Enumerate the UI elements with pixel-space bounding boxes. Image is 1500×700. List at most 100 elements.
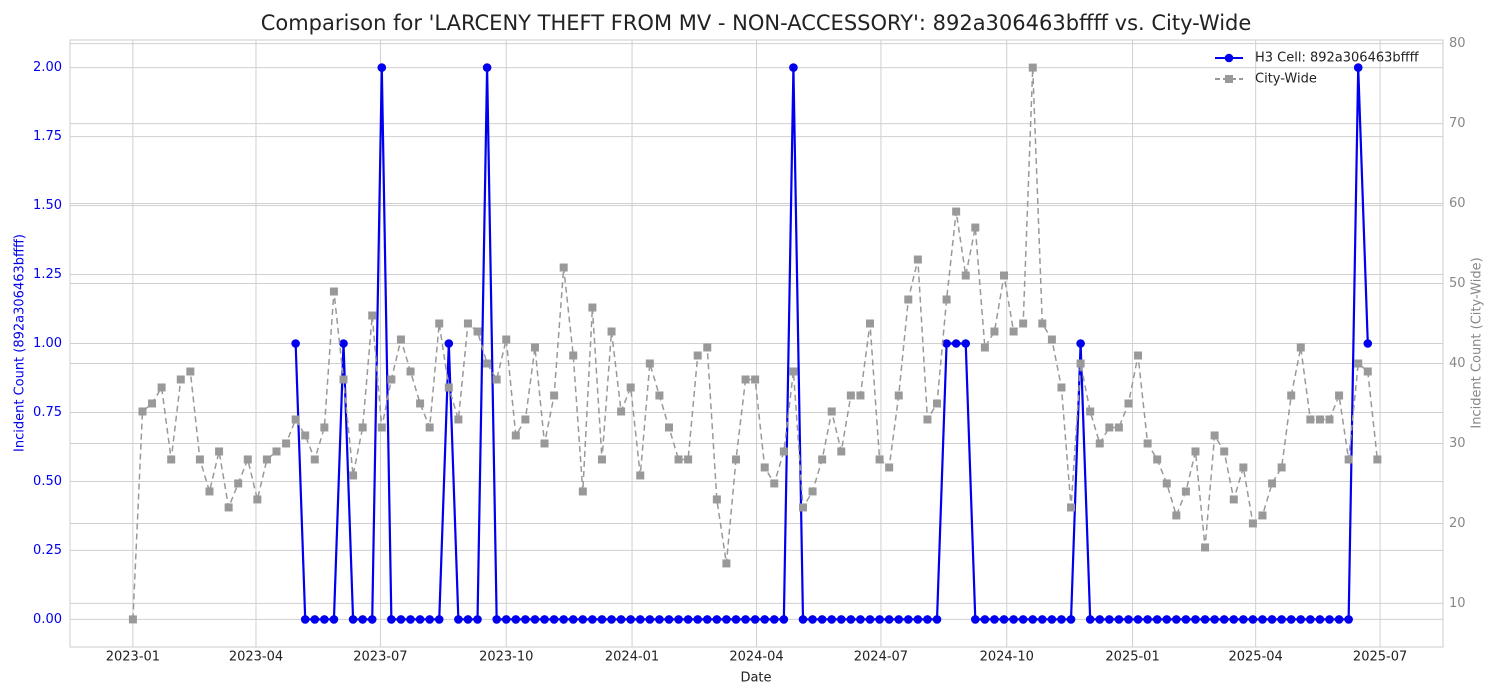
point — [712, 495, 721, 504]
point — [396, 335, 405, 344]
point — [674, 455, 683, 464]
point — [779, 447, 788, 456]
point — [913, 255, 922, 264]
point — [1086, 407, 1095, 416]
y2-tick-label: 40 — [1449, 356, 1466, 371]
point — [568, 615, 578, 624]
y-tick-label: 2.00 — [33, 60, 62, 75]
x-tick-label: 2024-10 — [980, 650, 1034, 665]
point — [358, 423, 367, 432]
point — [415, 615, 425, 624]
point — [770, 479, 779, 488]
point — [683, 615, 693, 624]
point — [167, 455, 176, 464]
point — [1267, 615, 1277, 624]
point — [1286, 615, 1296, 624]
y-tick-label: 0.75 — [33, 405, 62, 420]
point — [1277, 463, 1286, 472]
point — [1258, 511, 1267, 520]
y-tick-label: 1.00 — [33, 336, 62, 351]
point — [1057, 383, 1066, 392]
point — [836, 615, 846, 624]
point — [607, 615, 616, 624]
point — [444, 339, 454, 348]
point — [339, 375, 348, 384]
point — [559, 263, 568, 272]
x-tick-label: 2023-10 — [479, 650, 533, 665]
y2-axis-label: Incident Count (City-Wide) — [1470, 257, 1485, 428]
point — [483, 359, 492, 368]
point — [1344, 455, 1353, 464]
point — [1066, 615, 1076, 624]
point — [1229, 615, 1239, 624]
point — [904, 295, 913, 304]
point — [884, 615, 894, 624]
point — [645, 615, 655, 624]
point — [339, 339, 348, 348]
y2-tick-label: 60 — [1449, 196, 1466, 211]
point — [224, 503, 233, 512]
point — [760, 615, 770, 624]
y2-tick-label: 70 — [1449, 116, 1466, 131]
point — [903, 615, 913, 624]
legend-label: H3 Cell: 892a306463bffff — [1255, 51, 1420, 66]
point — [1018, 615, 1028, 624]
point — [1373, 455, 1382, 464]
point — [1028, 615, 1038, 624]
point — [1248, 615, 1258, 624]
point — [1153, 455, 1162, 464]
point — [511, 615, 521, 624]
point — [693, 351, 702, 360]
point — [1325, 415, 1334, 424]
point — [1124, 399, 1133, 408]
point — [425, 615, 434, 624]
point — [1258, 615, 1267, 624]
point — [1325, 615, 1334, 624]
point — [578, 487, 587, 496]
point — [368, 311, 377, 320]
point — [693, 615, 702, 624]
y2-tick-label: 30 — [1449, 436, 1466, 451]
point — [425, 423, 434, 432]
point — [492, 375, 501, 384]
point — [1114, 423, 1123, 432]
point — [664, 615, 674, 624]
point — [1143, 615, 1152, 624]
point — [377, 423, 386, 432]
point — [1344, 615, 1353, 624]
point — [1296, 343, 1305, 352]
y-tick-label: 1.25 — [33, 267, 62, 282]
point — [769, 615, 779, 624]
point — [1162, 615, 1172, 624]
point — [1219, 615, 1229, 624]
point — [310, 615, 320, 624]
point — [951, 339, 961, 348]
point — [234, 479, 243, 488]
x-tick-label: 2025-04 — [1228, 650, 1282, 665]
point — [875, 455, 884, 464]
point — [435, 319, 444, 328]
x-tick-label: 2024-07 — [854, 650, 908, 665]
point — [722, 615, 731, 624]
point — [138, 407, 147, 416]
point — [980, 615, 990, 624]
point — [1057, 615, 1066, 624]
point — [1354, 359, 1363, 368]
point — [1028, 63, 1037, 72]
y2-tick-label: 10 — [1449, 596, 1466, 611]
point — [530, 615, 540, 624]
point — [473, 615, 482, 624]
point — [1085, 615, 1095, 624]
point — [1076, 359, 1085, 368]
point — [636, 471, 645, 480]
point — [1229, 495, 1238, 504]
point — [818, 455, 827, 464]
point — [205, 487, 214, 496]
point — [1162, 479, 1171, 488]
point — [215, 447, 224, 456]
point — [703, 343, 712, 352]
point — [961, 339, 971, 348]
point — [329, 615, 339, 624]
point — [1009, 615, 1018, 624]
